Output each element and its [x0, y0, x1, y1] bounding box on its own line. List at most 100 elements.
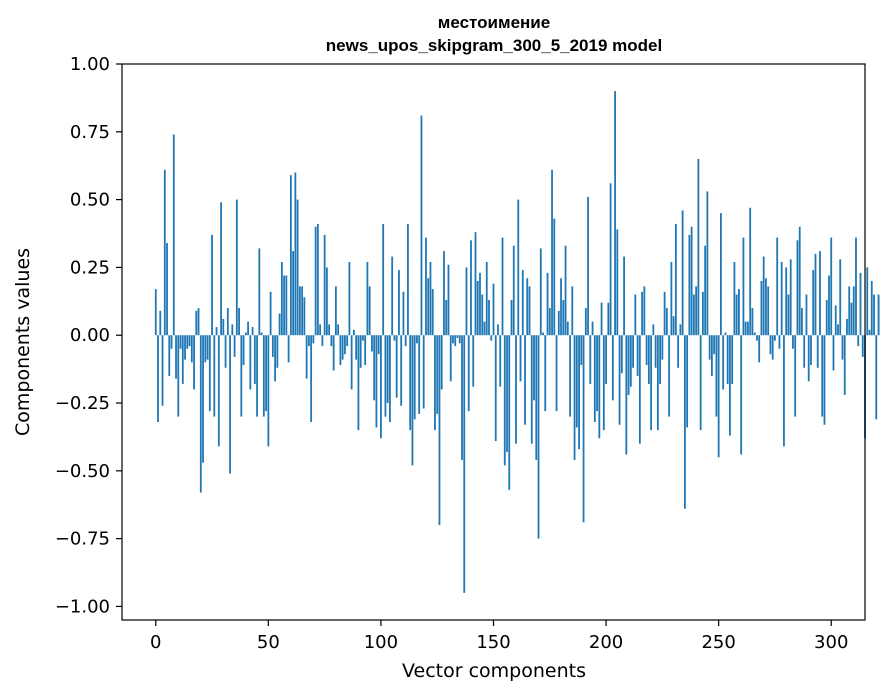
bar-104	[389, 335, 391, 423]
bar-46	[258, 248, 261, 336]
bar-101	[382, 224, 385, 336]
bar-133	[454, 335, 457, 347]
bar-196	[596, 335, 598, 412]
bar-43	[251, 327, 254, 336]
bar-297	[823, 335, 826, 425]
y-tick-label: −0.75	[55, 529, 110, 550]
bar-252	[722, 335, 725, 390]
bar-1	[157, 335, 159, 423]
bar-266	[753, 332, 756, 336]
bar-223	[656, 335, 659, 431]
bar-233	[679, 324, 682, 336]
bar-162	[519, 335, 522, 382]
bar-6	[168, 335, 171, 376]
bar-92	[362, 335, 364, 341]
bar-305	[841, 335, 844, 360]
bar-13	[184, 335, 186, 360]
bar-219	[647, 335, 650, 385]
bar-206	[618, 335, 621, 425]
bar-128	[443, 251, 445, 336]
bar-118	[420, 115, 423, 336]
bar-269	[760, 280, 763, 336]
bar-274	[771, 335, 774, 360]
bar-296	[821, 335, 824, 417]
bar-247	[711, 335, 713, 376]
bar-17	[193, 335, 195, 390]
bar-103	[386, 335, 389, 404]
bar-259	[738, 289, 740, 336]
bar-22	[204, 335, 207, 363]
bar-159	[512, 245, 515, 336]
bar-194	[591, 321, 594, 336]
bar-317	[868, 329, 871, 336]
bar-208	[623, 256, 625, 336]
bar-67	[305, 335, 308, 379]
bar-57	[283, 275, 286, 336]
bar-234	[681, 210, 684, 336]
bar-59	[287, 335, 290, 363]
bar-77	[328, 324, 331, 336]
bar-210	[627, 335, 630, 395]
bar-70	[312, 335, 315, 344]
bar-149	[490, 335, 493, 341]
bar-152	[497, 324, 499, 336]
bar-50	[267, 335, 270, 447]
bar-276	[776, 237, 779, 336]
bar-37	[238, 308, 240, 336]
bar-245	[706, 191, 709, 336]
bar-242	[699, 335, 702, 431]
bar-18	[195, 310, 198, 336]
bar-146	[483, 321, 486, 336]
bar-261	[742, 237, 745, 336]
bar-121	[427, 278, 430, 336]
bar-166	[528, 286, 531, 336]
y-tick-label: 0.25	[70, 257, 110, 278]
bar-195	[593, 335, 596, 423]
bar-141	[472, 335, 475, 387]
bar-148	[488, 299, 490, 336]
y-tick-label: 0.75	[70, 122, 110, 143]
bar-97	[373, 335, 376, 401]
bar-273	[769, 335, 772, 355]
bar-228	[668, 335, 671, 417]
bar-217	[643, 286, 646, 336]
bar-213	[634, 294, 637, 336]
bar-164	[524, 335, 526, 425]
bar-192	[587, 196, 589, 336]
bar-138	[465, 267, 468, 336]
bar-112	[407, 224, 409, 336]
y-tick-label: −1.00	[55, 596, 110, 617]
bar-211	[629, 335, 632, 387]
bar-8	[172, 134, 175, 336]
bar-62	[294, 172, 297, 336]
bar-136	[461, 335, 463, 460]
bar-66	[303, 297, 306, 336]
bar-15	[188, 335, 191, 347]
bar-154	[501, 237, 504, 336]
bar-200	[605, 335, 607, 385]
bar-163	[521, 270, 524, 336]
bar-80	[334, 286, 337, 336]
bar-58	[285, 275, 288, 336]
bar-263	[747, 321, 749, 336]
bar-290	[807, 335, 810, 382]
bar-183	[566, 321, 569, 336]
bar-151	[494, 335, 497, 441]
bar-94	[366, 261, 369, 336]
bar-165	[526, 278, 529, 336]
x-tick-label: 100	[364, 632, 398, 653]
y-tick-label: 0.00	[70, 325, 110, 346]
bar-60	[289, 175, 292, 336]
bar-298	[825, 299, 828, 336]
bar-93	[364, 335, 367, 366]
bar-300	[830, 237, 833, 336]
bar-187	[575, 335, 578, 428]
bar-19	[197, 308, 200, 336]
bar-73	[319, 324, 322, 336]
bar-139	[467, 335, 470, 412]
bar-251	[720, 213, 722, 336]
bar-115	[413, 335, 416, 420]
x-tick-label: 250	[701, 632, 735, 653]
y-tick-label: −0.50	[55, 461, 110, 482]
bar-16	[190, 335, 193, 363]
